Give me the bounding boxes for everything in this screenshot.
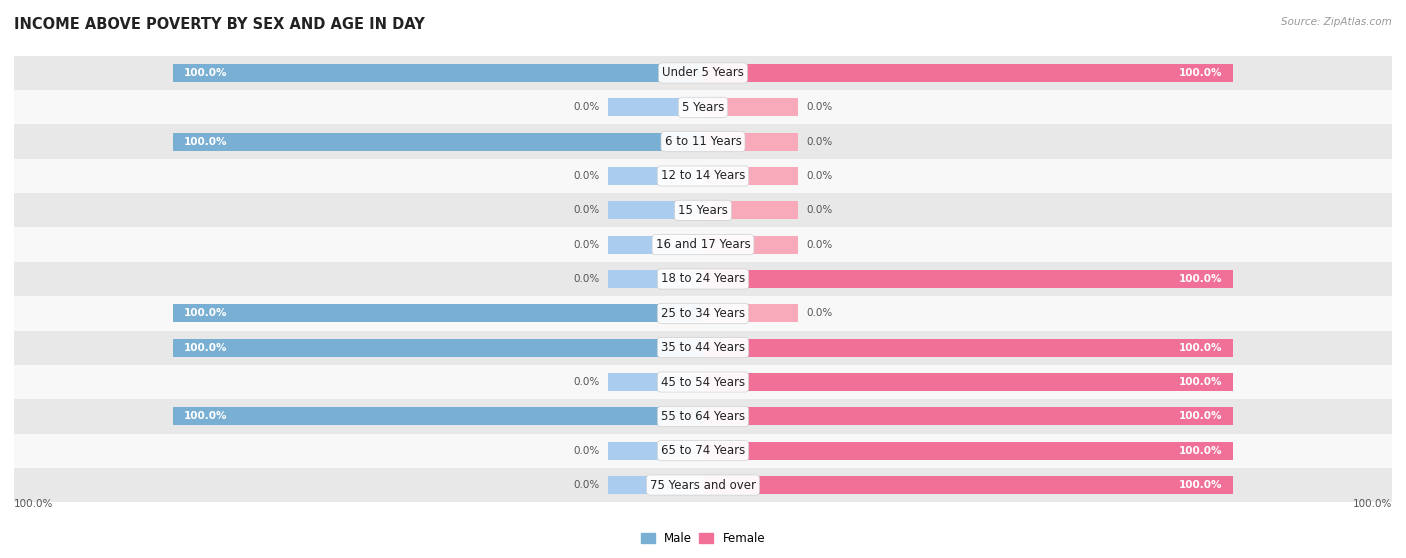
Text: 0.0%: 0.0% [574,480,599,490]
Text: 100.0%: 100.0% [1178,480,1222,490]
Bar [703,270,1233,288]
Text: 0.0%: 0.0% [807,309,832,318]
Text: 100.0%: 100.0% [1178,377,1222,387]
Text: 0.0%: 0.0% [574,274,599,284]
Text: 65 to 74 Years: 65 to 74 Years [661,444,745,457]
Text: 15 Years: 15 Years [678,204,728,217]
Text: 0.0%: 0.0% [807,240,832,249]
Text: 100.0%: 100.0% [1178,411,1222,421]
Text: Under 5 Years: Under 5 Years [662,66,744,79]
Text: Source: ZipAtlas.com: Source: ZipAtlas.com [1281,17,1392,27]
Text: 0.0%: 0.0% [574,205,599,215]
Legend: Male, Female: Male, Female [636,527,770,550]
Bar [703,442,1233,460]
Bar [14,159,1392,193]
Bar [14,124,1392,159]
Text: 100.0%: 100.0% [1178,446,1222,456]
Text: 100.0%: 100.0% [1178,274,1222,284]
Text: 100.0%: 100.0% [1353,499,1392,509]
Text: 35 to 44 Years: 35 to 44 Years [661,341,745,354]
Text: 100.0%: 100.0% [184,137,228,147]
Text: 6 to 11 Years: 6 to 11 Years [665,135,741,148]
Text: 45 to 54 Years: 45 to 54 Years [661,376,745,388]
Bar [703,305,799,323]
Text: 0.0%: 0.0% [574,377,599,387]
Bar [607,167,703,185]
Bar [14,330,1392,365]
Text: 0.0%: 0.0% [574,240,599,249]
Bar [703,167,799,185]
Bar [14,434,1392,468]
Text: 100.0%: 100.0% [1178,68,1222,78]
Text: 0.0%: 0.0% [807,102,832,112]
Text: 25 to 34 Years: 25 to 34 Years [661,307,745,320]
Bar [703,133,799,151]
Text: 0.0%: 0.0% [807,171,832,181]
Text: 16 and 17 Years: 16 and 17 Years [655,238,751,251]
Bar [14,56,1392,90]
Text: 0.0%: 0.0% [807,205,832,215]
Bar [703,339,1233,357]
Bar [607,476,703,494]
Bar [14,399,1392,434]
Bar [14,365,1392,399]
Text: 0.0%: 0.0% [574,446,599,456]
Text: 0.0%: 0.0% [574,171,599,181]
Bar [703,98,799,116]
Text: 5 Years: 5 Years [682,101,724,114]
Bar [173,64,703,82]
Bar [703,64,1233,82]
Bar [14,468,1392,502]
Bar [607,270,703,288]
Text: 55 to 64 Years: 55 to 64 Years [661,410,745,423]
Text: 100.0%: 100.0% [184,309,228,318]
Text: 100.0%: 100.0% [184,411,228,421]
Bar [703,235,799,253]
Text: 100.0%: 100.0% [1178,343,1222,353]
Text: 100.0%: 100.0% [14,499,53,509]
Text: INCOME ABOVE POVERTY BY SEX AND AGE IN DAY: INCOME ABOVE POVERTY BY SEX AND AGE IN D… [14,17,425,32]
Bar [14,296,1392,330]
Bar [14,262,1392,296]
Bar [607,98,703,116]
Bar [173,305,703,323]
Text: 100.0%: 100.0% [184,343,228,353]
Bar [607,442,703,460]
Text: 18 to 24 Years: 18 to 24 Years [661,272,745,286]
Bar [173,407,703,425]
Bar [173,133,703,151]
Bar [14,90,1392,124]
Bar [607,373,703,391]
Bar [703,407,1233,425]
Text: 100.0%: 100.0% [184,68,228,78]
Bar [173,339,703,357]
Bar [703,373,1233,391]
Text: 0.0%: 0.0% [807,137,832,147]
Bar [703,476,1233,494]
Bar [703,201,799,219]
Text: 12 to 14 Years: 12 to 14 Years [661,170,745,182]
Bar [607,201,703,219]
Text: 0.0%: 0.0% [574,102,599,112]
Text: 75 Years and over: 75 Years and over [650,479,756,492]
Bar [607,235,703,253]
Bar [14,193,1392,228]
Bar [14,228,1392,262]
